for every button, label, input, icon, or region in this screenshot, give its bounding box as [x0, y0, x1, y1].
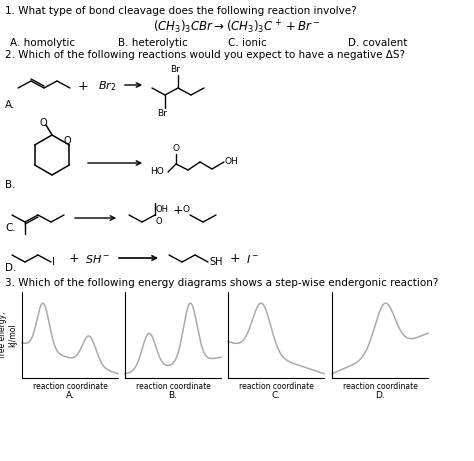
Text: +: +	[69, 252, 80, 265]
Text: reaction coordinate: reaction coordinate	[136, 382, 210, 391]
Text: $(CH_3)_3CBr \rightarrow (CH_3)_3C^+ + Br^-$: $(CH_3)_3CBr \rightarrow (CH_3)_3C^+ + B…	[153, 19, 321, 36]
Text: 3. Which of the following energy diagrams shows a step-wise endergonic reaction?: 3. Which of the following energy diagram…	[5, 278, 438, 288]
Text: reaction coordinate: reaction coordinate	[343, 382, 418, 391]
Text: D.: D.	[375, 391, 385, 400]
Text: O: O	[39, 118, 47, 128]
Text: O: O	[173, 144, 180, 153]
Text: +: +	[230, 252, 241, 265]
Text: O: O	[64, 136, 71, 146]
Text: OH: OH	[225, 158, 239, 166]
Text: B.: B.	[168, 391, 177, 400]
Text: A. homolytic: A. homolytic	[10, 38, 75, 48]
Text: A.: A.	[65, 391, 74, 400]
Text: SH: SH	[209, 257, 222, 267]
Text: Br: Br	[170, 65, 180, 74]
Text: free energy,
kJ/mol: free energy, kJ/mol	[0, 312, 18, 358]
Text: O: O	[156, 217, 163, 226]
Text: reaction coordinate: reaction coordinate	[238, 382, 313, 391]
Text: D. covalent: D. covalent	[348, 38, 407, 48]
Text: $Br_2$: $Br_2$	[98, 79, 116, 93]
Text: +: +	[173, 205, 183, 218]
Text: +: +	[78, 79, 89, 93]
Text: $I^-$: $I^-$	[246, 253, 259, 265]
Text: $SH^-$: $SH^-$	[85, 253, 110, 265]
Text: A.: A.	[5, 100, 15, 110]
Text: 2. Which of the following reactions would you expect to have a negative ΔS?: 2. Which of the following reactions woul…	[5, 50, 405, 60]
Text: OH: OH	[156, 205, 169, 213]
Text: O: O	[183, 206, 190, 214]
Text: 1. What type of bond cleavage does the following reaction involve?: 1. What type of bond cleavage does the f…	[5, 6, 356, 16]
Text: C.: C.	[5, 223, 16, 233]
Text: C.: C.	[272, 391, 281, 400]
Text: Br: Br	[157, 109, 167, 118]
Text: HO: HO	[150, 167, 164, 177]
Text: reaction coordinate: reaction coordinate	[33, 382, 108, 391]
Text: B. heterolytic: B. heterolytic	[118, 38, 188, 48]
Text: I: I	[52, 257, 55, 267]
Text: C. ionic: C. ionic	[228, 38, 267, 48]
Text: B.: B.	[5, 180, 16, 190]
Text: D.: D.	[5, 263, 17, 273]
